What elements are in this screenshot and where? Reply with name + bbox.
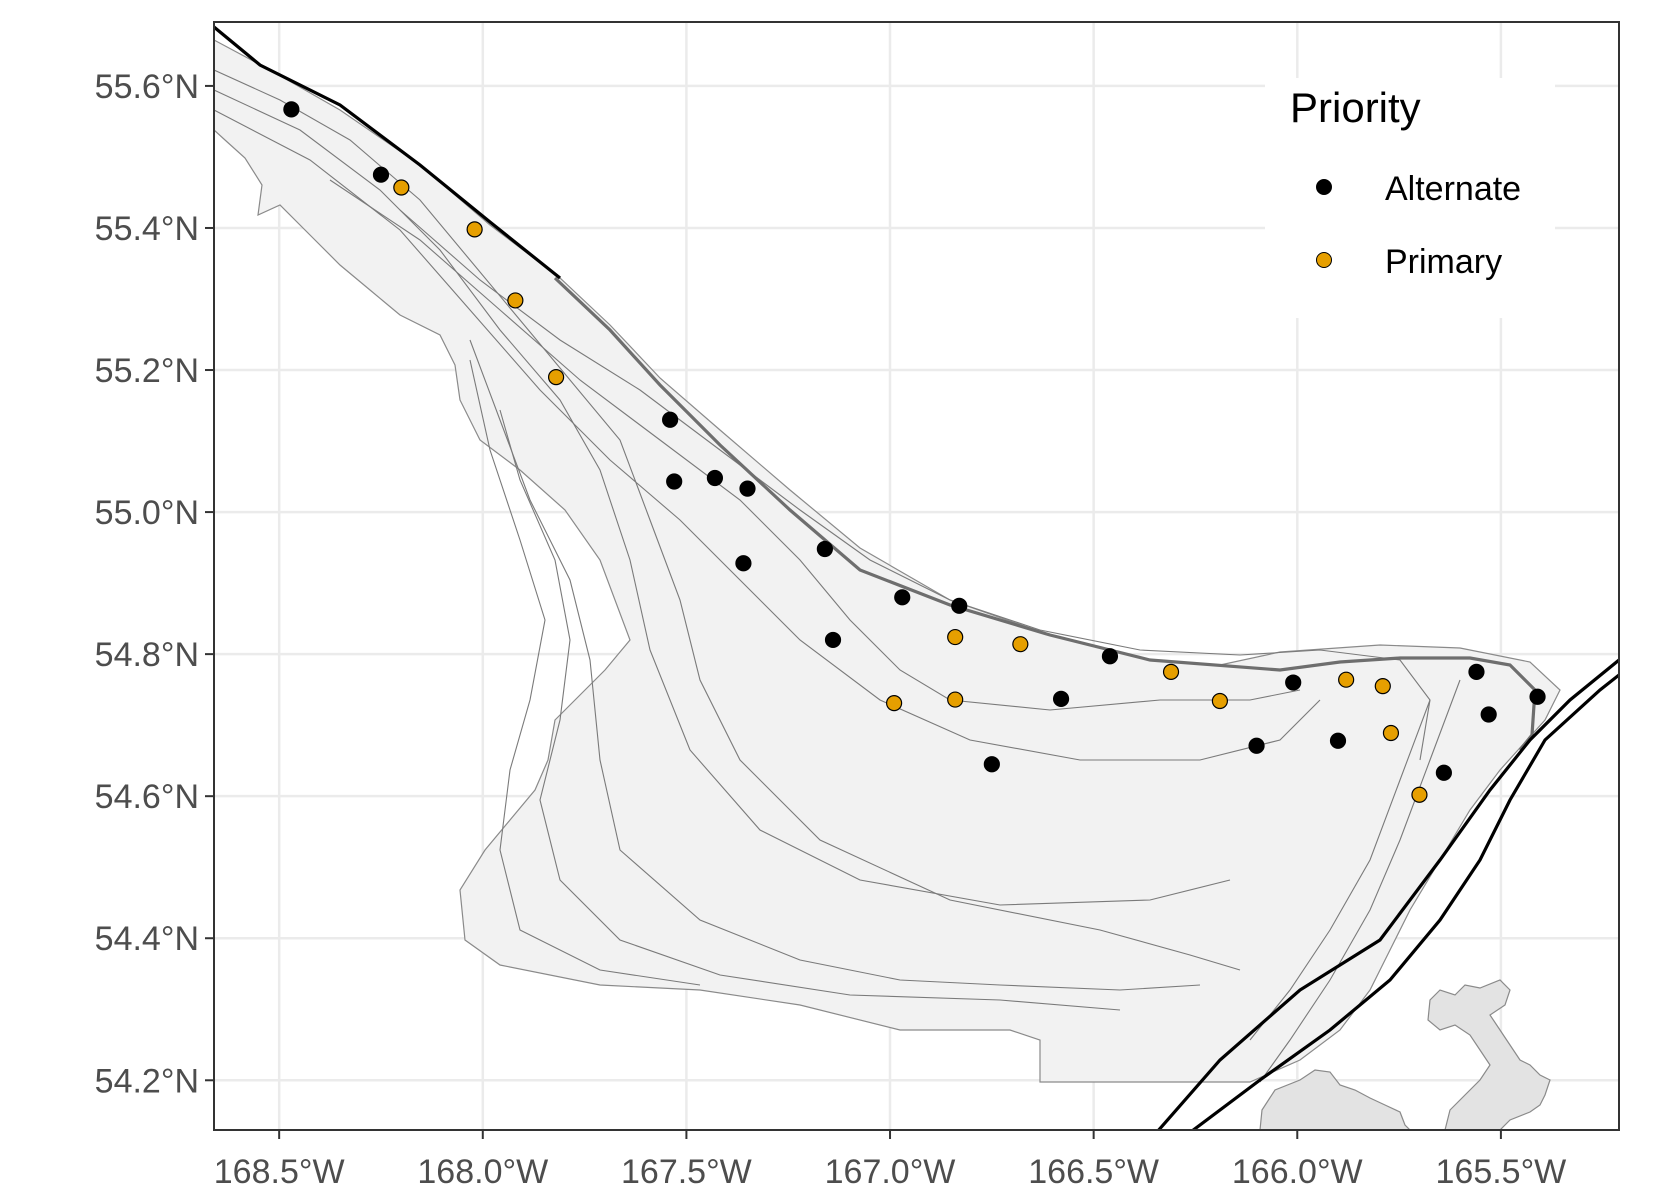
y-tick-label: 54.4°N <box>95 920 199 958</box>
station-point-alternate <box>816 540 833 558</box>
legend-title: Priority <box>1290 84 1421 131</box>
station-point-alternate <box>1529 688 1546 705</box>
station-point-primary <box>466 221 483 238</box>
y-tick-label: 55.0°N <box>95 494 199 532</box>
x-tick-label: 165.5°W <box>1436 1153 1567 1191</box>
y-tick-label: 55.4°N <box>95 210 199 248</box>
station-point-primary <box>1382 724 1400 742</box>
depth-contours <box>214 69 1461 1083</box>
station-point-alternate <box>735 555 752 572</box>
y-axis: 55.6°N 55.4°N 55.2°N 55.0°N 54.8°N 54.6°N 54.4… <box>95 68 214 1100</box>
station-point-alternate <box>894 589 911 606</box>
station-points <box>283 101 1546 803</box>
x-tick-label: 168.5°W <box>214 1153 345 1191</box>
station-point-alternate <box>1285 674 1302 691</box>
y-tick-label: 55.6°N <box>95 68 199 106</box>
survey-region <box>214 39 1561 1083</box>
station-point-primary <box>886 695 903 712</box>
y-tick-label: 55.2°N <box>95 352 199 390</box>
station-point-alternate <box>1248 737 1265 754</box>
station-point-alternate <box>1468 663 1485 680</box>
legend-label-alternate: Alternate <box>1385 170 1521 208</box>
panel-border <box>213 21 1620 1131</box>
y-tick-label: 54.2°N <box>95 1062 199 1100</box>
station-point-primary <box>1374 677 1391 695</box>
x-axis: 168.5°W 168.0°W 167.5°W 167.0°W 166.5°W 166.0… <box>214 1130 1567 1191</box>
legend-label-primary: Primary <box>1385 243 1502 281</box>
station-point-alternate <box>951 597 968 614</box>
station-point-primary <box>1411 786 1428 803</box>
station-point-primary <box>1338 671 1355 688</box>
station-point-alternate <box>983 756 1000 773</box>
land-patch-2 <box>1427 979 1551 1130</box>
x-tick-label: 167.0°W <box>825 1153 956 1191</box>
x-tick-label: 166.0°W <box>1232 1153 1363 1191</box>
station-point-primary <box>1012 636 1029 653</box>
map-features <box>214 25 1619 1130</box>
station-point-primary <box>547 369 565 386</box>
station-point-alternate <box>1435 764 1452 781</box>
legend: Priority Alternate Primary <box>1265 78 1555 318</box>
boundary-line-se-1 <box>1156 658 1619 1130</box>
y-tick-label: 54.6°N <box>95 778 199 816</box>
station-point-primary <box>1162 663 1180 680</box>
station-point-alternate <box>706 469 724 487</box>
land-patch-1 <box>1259 1069 1411 1130</box>
station-point-alternate <box>372 166 390 183</box>
station-point-alternate <box>1329 732 1347 749</box>
y-tick-label: 54.8°N <box>95 636 199 674</box>
station-point-alternate <box>1480 706 1497 723</box>
station-point-alternate <box>1052 690 1070 707</box>
station-point-alternate <box>283 101 300 118</box>
shelf-break-line <box>553 276 1537 751</box>
station-point-primary <box>507 292 524 309</box>
station-point-primary <box>393 179 410 196</box>
station-point-primary <box>947 691 964 708</box>
boundary-line-nw <box>214 25 561 280</box>
station-point-primary <box>1211 692 1228 710</box>
station-point-alternate <box>662 411 679 428</box>
station-point-primary <box>947 628 964 646</box>
station-point-alternate <box>1101 648 1119 665</box>
legend-background <box>1265 78 1555 318</box>
legend-key-primary <box>1316 252 1332 268</box>
station-point-alternate <box>666 473 683 490</box>
station-point-alternate <box>739 480 756 497</box>
x-tick-label: 168.0°W <box>417 1153 548 1191</box>
boundary-line-se-2 <box>1190 673 1619 1130</box>
station-point-alternate <box>824 631 842 649</box>
x-tick-label: 167.5°W <box>621 1153 752 1191</box>
legend-key-alternate <box>1316 179 1332 195</box>
x-tick-label: 166.5°W <box>1028 1153 1159 1191</box>
